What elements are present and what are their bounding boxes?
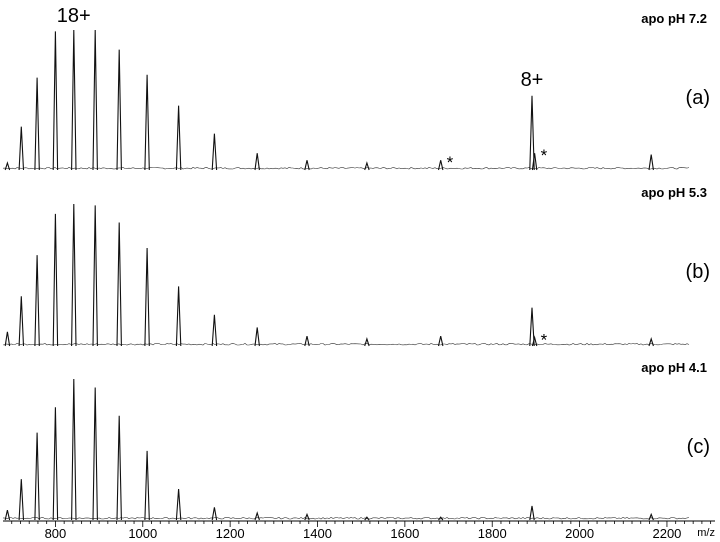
spectrum-peak-758 (34, 77, 40, 171)
spectrum-peak-1513 (364, 516, 370, 521)
spectrum-peak-842 (71, 203, 77, 347)
spectrum-peak-800 (52, 213, 59, 347)
spectrum-peak-690 (4, 331, 11, 347)
spectrum-peak-1082 (175, 488, 182, 521)
spectrum-peak-722 (18, 296, 25, 347)
spectrum-peak-1010 (144, 74, 150, 171)
baseline-trace (2, 167, 690, 170)
spectrum-peak-722 (18, 479, 25, 521)
spectrum-peak-1164 (211, 133, 218, 171)
spectrum-peak-722 (18, 126, 25, 171)
charge-state-label: 8+ (521, 69, 544, 91)
tick-label-2200: 2200 (652, 526, 681, 541)
mz-axis: 800 1000 1200 1400 1600 1800 2000 2200 m/z (3, 520, 715, 541)
spectrum-peak-946 (116, 222, 122, 347)
tick-label-1000: 1000 (128, 526, 157, 541)
spectrum-peak-891 (92, 205, 98, 347)
spectrum-peak-842 (71, 378, 77, 521)
tick-label-1600: 1600 (390, 526, 419, 541)
panel-apo-ph-4-1: apo pH 4.1 (c) (2, 360, 710, 521)
asterisk-annotation: * (447, 153, 454, 172)
spectrum-peak-1082 (175, 286, 182, 347)
spectrum-peak-1682 (437, 160, 444, 171)
spectrum-peak-1010 (144, 247, 150, 347)
condition-label: apo pH 4.1 (641, 360, 707, 375)
spectrum-peak-946 (116, 415, 122, 521)
tick-label-1200: 1200 (216, 526, 245, 541)
spectrum-peak-1682 (438, 516, 444, 521)
spectrum-peak-758 (34, 432, 40, 521)
panel-label: (b) (686, 261, 710, 283)
x-axis-label: m/z (697, 527, 715, 539)
spectrum-peak-690 (4, 509, 11, 521)
spectrum-peak-1891 (529, 307, 535, 347)
spectrum-peak-891 (92, 387, 98, 521)
tick-label-1400: 1400 (303, 526, 332, 541)
spectrum-peak-891 (92, 29, 98, 171)
spectrum-peak-1513 (364, 337, 370, 347)
spectrum-peak-1891 (529, 95, 535, 171)
spectrum-peak-1376 (304, 512, 310, 521)
spectrum-peak-758 (34, 255, 40, 347)
spectrum-peak-1082 (175, 105, 182, 171)
panel-label: (a) (686, 87, 710, 109)
tick-label-800: 800 (45, 526, 67, 541)
asterisk-annotation: * (541, 146, 548, 165)
panel-label: (c) (687, 436, 710, 458)
condition-label: apo pH 7.2 (641, 11, 707, 26)
charge-state-label: 18+ (57, 5, 91, 27)
spectrum-peak-1513 (364, 161, 370, 171)
baseline-trace (2, 343, 690, 346)
asterisk-annotation: * (541, 330, 548, 349)
spectrum-peak-1897 (531, 335, 538, 347)
tick-label-1800: 1800 (478, 526, 507, 541)
condition-label: apo pH 5.3 (641, 185, 707, 200)
panel-apo-ph-7-2: apo pH 7.2 (a) 18+ 8+ * * (2, 5, 710, 172)
spectrum-peak-1262 (254, 153, 260, 171)
spectrum-peak-1262 (254, 511, 260, 521)
spectrum-peak-2164 (648, 337, 654, 347)
tick-label-2000: 2000 (565, 526, 594, 541)
spectrum-peak-800 (52, 407, 59, 521)
spectrum-peak-1164 (211, 507, 218, 521)
spectrum-peak-800 (52, 31, 59, 171)
spectrum-peak-1897 (531, 153, 538, 171)
spectrum-peak-946 (116, 49, 122, 171)
baseline-trace (2, 517, 690, 520)
spectrum-peak-1164 (211, 314, 218, 347)
panel-apo-ph-5-3: apo pH 5.3 (b) * (2, 185, 710, 349)
spectrum-peak-690 (4, 161, 11, 171)
spectrum-peak-842 (71, 29, 77, 171)
spectrum-peak-1262 (254, 327, 260, 347)
spectrum-peak-1891 (529, 505, 535, 521)
spectrum-peak-1682 (437, 335, 444, 347)
spectrum-peak-2164 (648, 512, 654, 521)
spectrum-peak-1010 (144, 450, 150, 521)
spectrum-peak-1376 (304, 335, 310, 347)
spectrum-peak-2164 (648, 154, 654, 171)
spectrum-peak-1376 (304, 160, 310, 171)
